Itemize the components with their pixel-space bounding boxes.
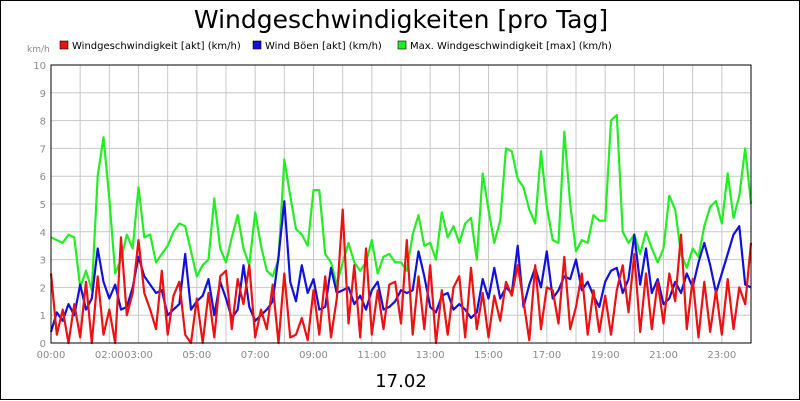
y-axis-unit: km/h bbox=[27, 45, 50, 55]
legend-swatch-max bbox=[397, 40, 407, 50]
y-tick-label-9: 9 bbox=[40, 89, 46, 100]
y-tick-label-8: 8 bbox=[40, 117, 46, 128]
series-line-akt bbox=[49, 208, 753, 345]
legend: Windgeschwindigkeit [akt] (km/h) Wind Bö… bbox=[59, 40, 612, 52]
y-tick-label-6: 6 bbox=[40, 172, 46, 183]
legend-label-boen: Wind Böen [akt] (km/h) bbox=[265, 41, 382, 52]
legend-swatch-boen bbox=[252, 40, 262, 50]
x-tick-label-10: 19:00 bbox=[591, 350, 620, 361]
x-tick-label-7: 13:00 bbox=[416, 350, 445, 361]
y-tick-label-7: 7 bbox=[40, 144, 46, 155]
y-tick-label-2: 2 bbox=[40, 283, 46, 294]
x-tick-label-5: 09:00 bbox=[299, 350, 328, 361]
x-tick-label-8: 15:00 bbox=[474, 350, 503, 361]
y-tick-label-4: 4 bbox=[40, 228, 46, 239]
x-tick-label-11: 21:00 bbox=[649, 350, 678, 361]
y-tick-label-1: 1 bbox=[40, 311, 46, 322]
y-axis-ticks: 0 1 2 3 4 5 6 7 8 9 10 bbox=[33, 61, 46, 350]
legend-item-boen: Wind Böen [akt] (km/h) bbox=[252, 40, 382, 52]
series-lines bbox=[49, 113, 753, 345]
legend-swatch-akt bbox=[59, 40, 69, 50]
chart-title: Windgeschwindigkeiten [pro Tag] bbox=[194, 5, 608, 34]
x-tick-label-0: 00:00 bbox=[37, 350, 66, 361]
x-tick-label-6: 11:00 bbox=[357, 350, 386, 361]
x-tick-label-3: 05:00 bbox=[182, 350, 211, 361]
x-tick-label-1: 02:00 bbox=[95, 350, 124, 361]
x-tick-label-4: 07:00 bbox=[241, 350, 270, 361]
x-tick-label-2: 03:00 bbox=[124, 350, 153, 361]
date-label: 17.02 bbox=[375, 371, 427, 392]
plot-border bbox=[50, 64, 752, 344]
legend-item-akt: Windgeschwindigkeit [akt] (km/h) bbox=[59, 40, 241, 52]
y-tick-label-5: 5 bbox=[40, 200, 46, 211]
legend-item-max: Max. Windgeschwindigkeit [max] (km/h) bbox=[397, 40, 612, 52]
x-tick-label-9: 17:00 bbox=[532, 350, 561, 361]
legend-label-akt: Windgeschwindigkeit [akt] (km/h) bbox=[72, 41, 241, 52]
x-axis-ticks: 00:00 02:00 03:00 05:00 07:00 09:00 11:00 13:00… bbox=[37, 350, 737, 361]
y-tick-label-0: 0 bbox=[40, 339, 46, 350]
series-line-boen bbox=[49, 200, 752, 333]
y-tick-label-3: 3 bbox=[40, 256, 46, 267]
x-tick-label-12: 23:00 bbox=[707, 350, 736, 361]
legend-label-max: Max. Windgeschwindigkeit [max] (km/h) bbox=[410, 41, 612, 52]
y-tick-label-10: 10 bbox=[33, 61, 46, 72]
